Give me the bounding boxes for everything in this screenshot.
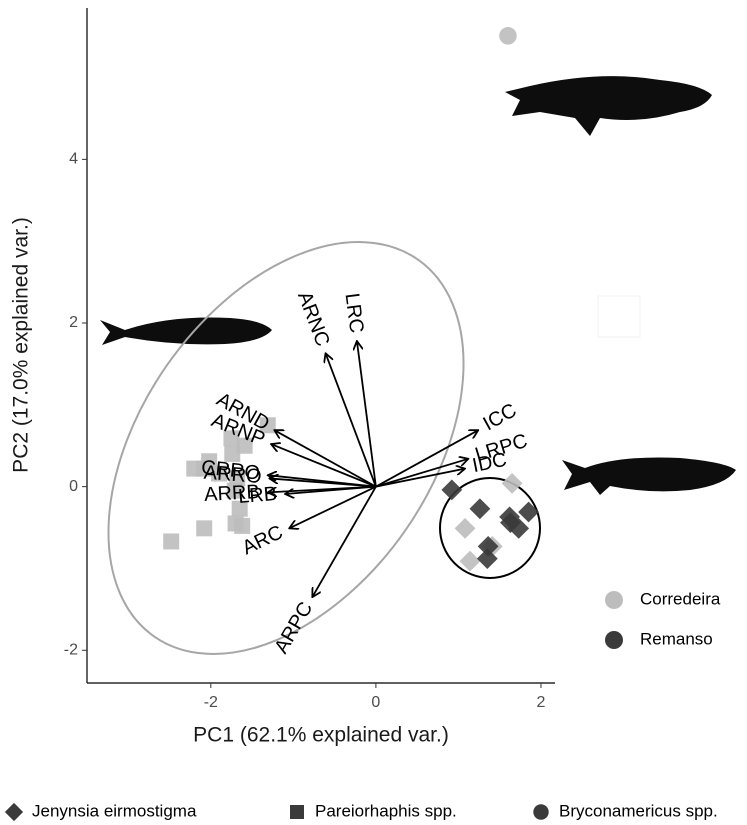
point (259, 417, 276, 434)
x-axis-title: PC1 (62.1% explained var.) (193, 724, 449, 747)
legend-key (605, 631, 623, 649)
legend-key (290, 805, 304, 819)
point (469, 498, 491, 520)
legend-key (4, 802, 24, 822)
y-tick-label: 2 (69, 314, 78, 331)
blank-box (597, 295, 641, 338)
legend-label: Pareiorhaphis spp. (315, 801, 457, 820)
point (454, 517, 476, 539)
fish-right (562, 457, 736, 495)
x-tick-label: 0 (371, 694, 380, 711)
loading-arrow (326, 353, 377, 487)
point (501, 472, 523, 494)
loading-arrow (274, 430, 377, 488)
y-tick-label: -2 (64, 641, 78, 658)
loading-arrow (269, 478, 376, 488)
y-tick-label: 0 (69, 478, 78, 495)
loading-arrow (271, 444, 377, 488)
point (186, 460, 203, 477)
point (226, 482, 243, 499)
x-tick-label: -2 (204, 694, 218, 711)
point (499, 27, 517, 45)
loading-label: ARRO (203, 462, 262, 488)
point (211, 465, 228, 482)
point (234, 517, 251, 534)
ellipse-remanso (439, 477, 541, 579)
point (518, 501, 539, 523)
point (223, 430, 240, 447)
loading-label: ARNC (293, 289, 334, 350)
loading-label: ARRB (204, 481, 261, 506)
loading-label: ARPC (270, 598, 317, 657)
loading-arrow (375, 459, 468, 488)
fish-top (505, 76, 712, 136)
point (196, 520, 213, 537)
ellipse-corredeira (107, 241, 465, 655)
point (477, 535, 499, 557)
loading-label: LRB (237, 483, 278, 508)
legend-key (605, 591, 623, 609)
point (476, 548, 498, 570)
legend-label: Remanso (640, 629, 713, 648)
point (224, 445, 241, 462)
point (236, 437, 253, 454)
loading-arrow (312, 486, 377, 597)
point (459, 550, 481, 572)
loading-arrow (375, 469, 465, 488)
loading-label: LRC (341, 292, 368, 335)
legend-label: Jenynsia eirmostigma (32, 801, 197, 820)
x-tick-label: 2 (537, 694, 546, 711)
loading-label: ICC (480, 399, 521, 435)
y-axis-title: PC2 (17.0% explained var.) (10, 217, 33, 473)
point (441, 479, 463, 501)
y-tick-label: 4 (69, 151, 78, 168)
point (231, 500, 248, 517)
fish-illustrations (100, 76, 736, 495)
point (163, 533, 180, 550)
loading-arrow (375, 430, 478, 488)
loading-arrow (289, 485, 377, 529)
point (229, 470, 246, 487)
legend-label: Corredeira (640, 589, 721, 608)
legend-key (533, 804, 549, 820)
fish-left (100, 317, 272, 345)
loading-arrow (357, 341, 377, 487)
legend-label: Bryconamericus spp. (559, 801, 718, 820)
loading-arrow (285, 485, 376, 494)
point (500, 512, 521, 534)
